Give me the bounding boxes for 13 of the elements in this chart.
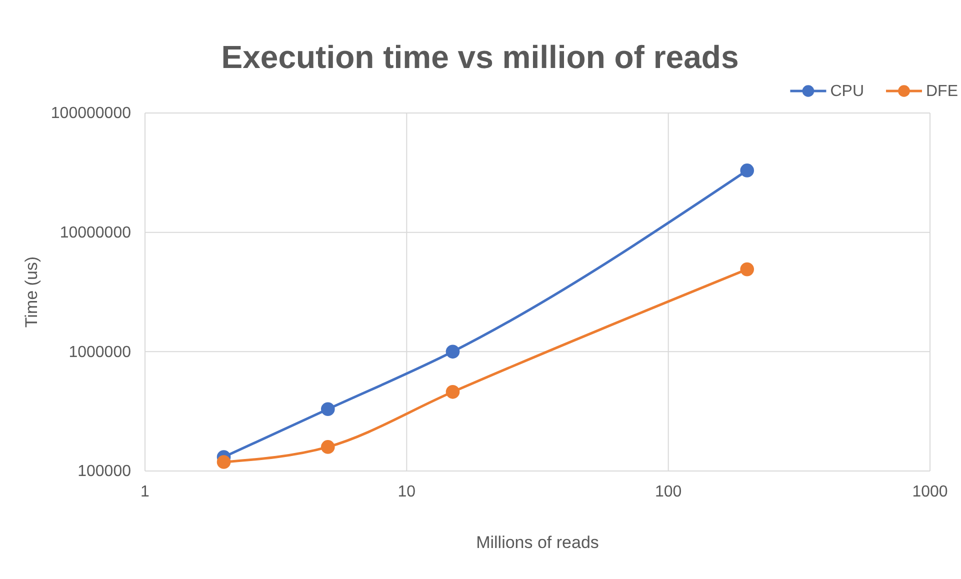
legend-label: CPU [830, 83, 864, 100]
y-tick-label: 10000000 [60, 224, 132, 242]
x-tick-label: 1 [140, 483, 150, 500]
x-axis-title: Millions of reads [476, 533, 599, 552]
chart-title: Execution time vs million of reads [221, 39, 739, 75]
y-tick-label: 100000 [78, 463, 132, 480]
y-tick-label: 100000000 [50, 105, 132, 122]
legend-label: DFE [926, 83, 958, 100]
x-tick-label: 100 [654, 483, 682, 500]
y-axis-title: Time (us) [22, 256, 41, 328]
x-tick-label: 1000 [912, 483, 948, 500]
x-tick-label: 10 [398, 483, 416, 500]
y-tick-label: 1000000 [68, 344, 132, 361]
